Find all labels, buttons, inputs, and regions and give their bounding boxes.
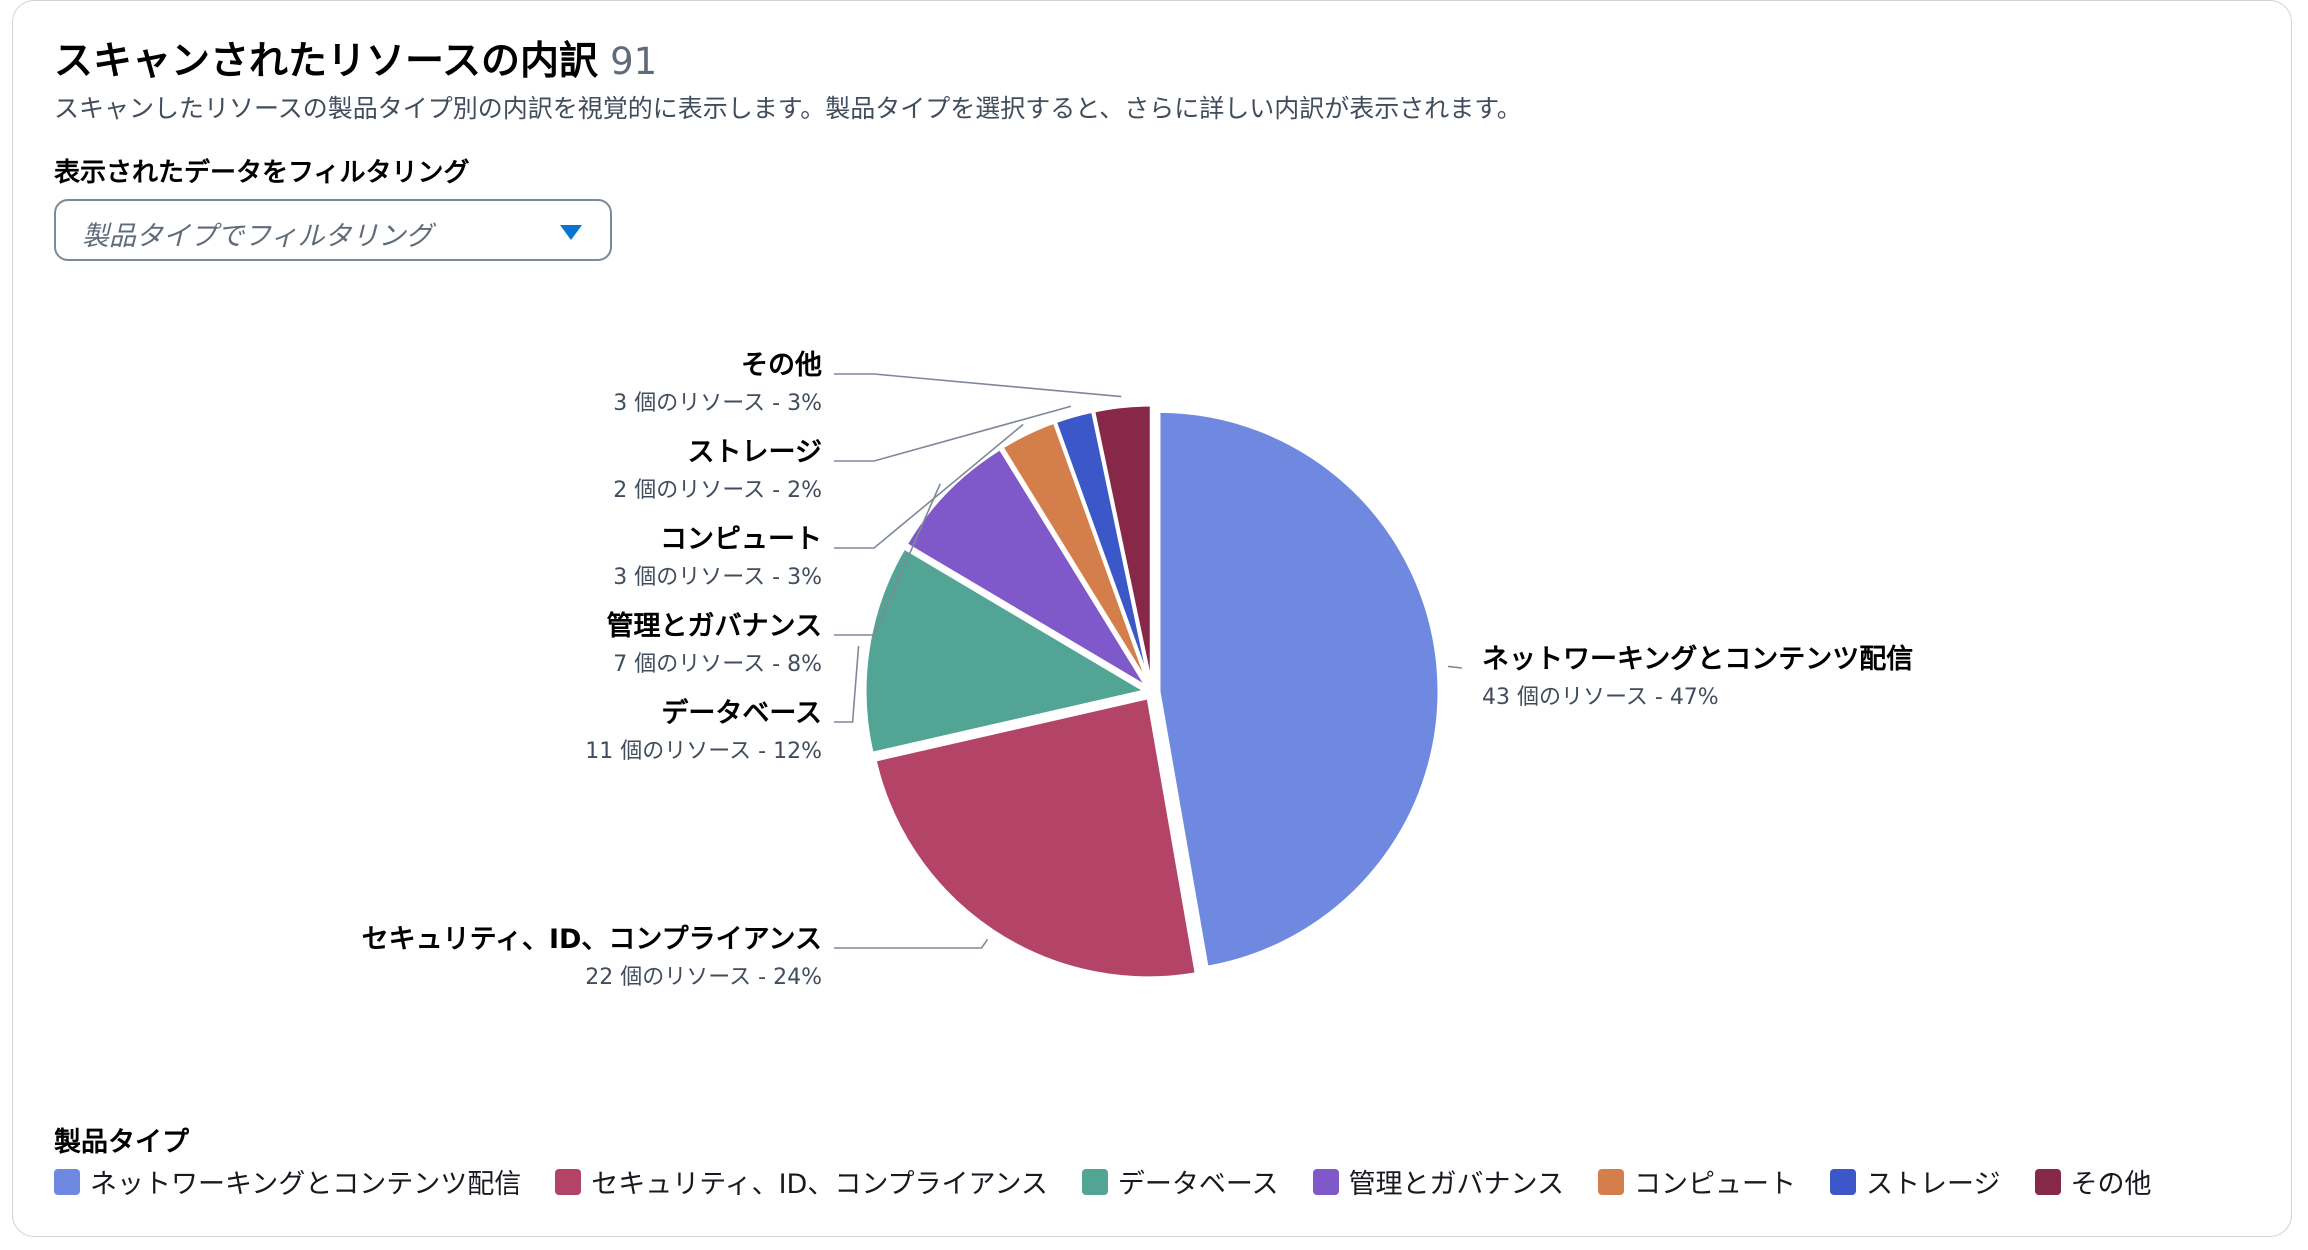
slice-label-value-6: 3 個のリソース - 3% bbox=[613, 391, 822, 416]
legend-swatch bbox=[54, 1168, 80, 1195]
legend-title: 製品タイプ bbox=[54, 1127, 189, 1158]
legend-label: セキュリティ、ID、コンプライアンス bbox=[591, 1169, 1048, 1200]
product-type-filter-select[interactable]: 製品タイプでフィルタリング bbox=[54, 199, 612, 261]
page-title: スキャンされたリソースの内訳 bbox=[54, 39, 599, 84]
legend-swatch bbox=[555, 1168, 582, 1195]
leader-line-5 bbox=[834, 405, 1072, 462]
legend-item-2[interactable]: データベース bbox=[1081, 1162, 1279, 1201]
leader-line-0 bbox=[1447, 665, 1463, 669]
slice-label-name-5: ストレージ bbox=[688, 437, 822, 468]
slice-label-name-0: ネットワーキングとコンテンツ配信 bbox=[1482, 643, 1913, 675]
leader-line-1 bbox=[834, 938, 989, 949]
leader-line-2 bbox=[834, 645, 860, 723]
resource-count: 91 bbox=[610, 40, 658, 83]
leader-line-3 bbox=[834, 483, 941, 636]
slice-label-value-5: 2 個のリソース - 2% bbox=[613, 478, 822, 503]
legend-swatch bbox=[1081, 1168, 1108, 1195]
legend-item-0[interactable]: ネットワーキングとコンテンツ配信 bbox=[54, 1162, 521, 1201]
header: スキャンされたリソースの内訳 91 bbox=[54, 30, 657, 86]
pie-slice-1[interactable] bbox=[873, 696, 1198, 980]
caret-down-icon bbox=[560, 225, 582, 240]
slice-label-name-2: データベース bbox=[661, 697, 822, 729]
legend-swatch bbox=[1830, 1168, 1857, 1195]
slice-label-name-6: その他 bbox=[741, 350, 822, 381]
legend-label: ネットワーキングとコンテンツ配信 bbox=[90, 1169, 522, 1200]
legend-label: コンピュート bbox=[1634, 1169, 1797, 1200]
slice-label-value-1: 22 個のリソース - 24% bbox=[585, 965, 822, 990]
legend-label: その他 bbox=[2070, 1169, 2152, 1200]
slice-label-value-4: 3 個のリソース - 3% bbox=[613, 565, 822, 590]
pie-slice-0[interactable] bbox=[1157, 409, 1441, 969]
legend: ネットワーキングとコンテンツ配信 セキュリティ、ID、コンプライアンス データベース… bbox=[54, 1162, 2186, 1201]
leader-line-6 bbox=[834, 373, 1122, 398]
legend-label: データベース bbox=[1117, 1169, 1279, 1200]
legend-swatch bbox=[1312, 1168, 1339, 1195]
legend-item-3[interactable]: 管理とガバナンス bbox=[1312, 1162, 1565, 1201]
legend-item-4[interactable]: コンピュート bbox=[1598, 1162, 1796, 1201]
slice-label-value-3: 7 個のリソース - 8% bbox=[613, 652, 822, 677]
pie-slice-2[interactable] bbox=[863, 546, 1147, 755]
legend-item-1[interactable]: セキュリティ、ID、コンプライアンス bbox=[555, 1162, 1048, 1201]
pie-slice-6[interactable] bbox=[1092, 403, 1153, 687]
slice-label-name-4: コンピュート bbox=[660, 524, 822, 555]
page-description: スキャンしたリソースの製品タイプ別の内訳を視覚的に表示します。製品タイプを選択す… bbox=[54, 94, 1522, 123]
slice-label-name-3: 管理とガバナンス bbox=[607, 611, 822, 642]
slice-label-value-0: 43 個のリソース - 47% bbox=[1482, 685, 1719, 710]
leader-line-4 bbox=[834, 423, 1024, 549]
legend-label: 管理とガバナンス bbox=[1348, 1169, 1565, 1200]
legend-item-6[interactable]: その他 bbox=[2034, 1162, 2152, 1201]
legend-item-5[interactable]: ストレージ bbox=[1830, 1162, 2001, 1201]
filter-label: 表示されたデータをフィルタリング bbox=[54, 158, 470, 188]
slice-label-name-1: セキュリティ、ID、コンプライアンス bbox=[362, 924, 822, 955]
legend-swatch bbox=[1598, 1168, 1625, 1195]
filter-placeholder: 製品タイプでフィルタリング bbox=[82, 221, 433, 252]
slice-label-value-2: 11 個のリソース - 12% bbox=[585, 739, 822, 764]
legend-label: ストレージ bbox=[1866, 1169, 2001, 1200]
legend-swatch bbox=[2034, 1168, 2061, 1195]
pie-slice-3[interactable] bbox=[904, 447, 1149, 689]
